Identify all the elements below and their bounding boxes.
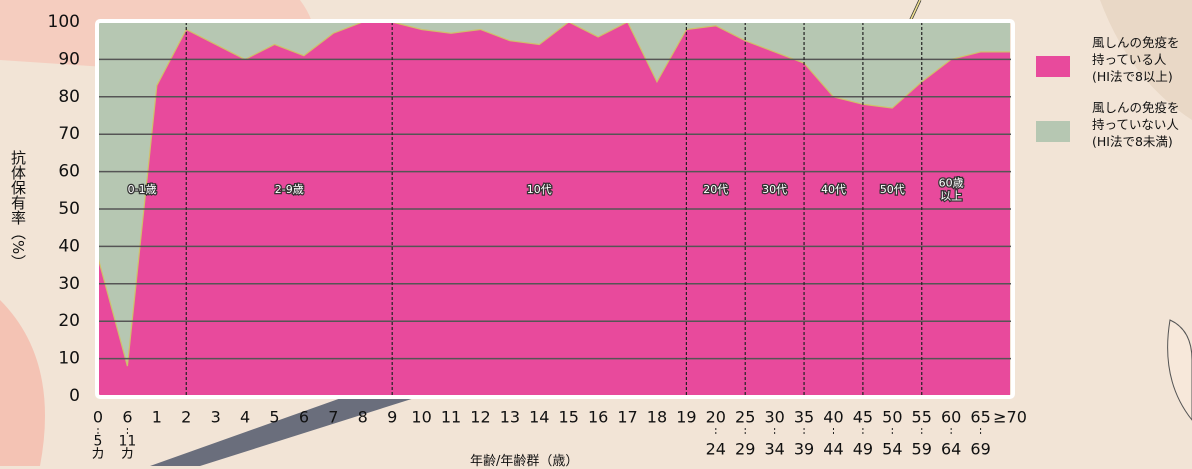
x-axis-label: 年齢/年齢群（歳）: [470, 450, 578, 469]
group-label: 50代: [880, 183, 905, 196]
x-tick-label: 6: [299, 408, 309, 427]
legend-item: 風しんの免疫を 持っている人 (HI法で8以上): [1036, 34, 1192, 85]
x-tick-label: 16: [588, 408, 608, 427]
x-tick-label: 5: [269, 408, 279, 427]
x-tick-sublabel: 64: [941, 440, 961, 459]
x-tick-label: 3: [211, 408, 221, 427]
x-tick-label: 18: [647, 408, 667, 427]
x-tick-sublabel: 24: [706, 440, 726, 459]
x-tick-label: 40: [823, 408, 843, 427]
x-tick-label: 35: [794, 408, 814, 427]
x-tick-label: 19: [676, 408, 696, 427]
legend-swatch: [1036, 56, 1070, 77]
x-tick-label: 1: [152, 408, 162, 427]
background-art: [1168, 320, 1192, 420]
legend: 風しんの免疫を 持っている人 (HI法で8以上) 風しんの免疫を 持っていない人 …: [1036, 34, 1192, 164]
x-tick-label: 60: [941, 408, 961, 427]
group-label: 20代: [703, 183, 728, 196]
x-tick-sublabel: 29: [735, 440, 755, 459]
x-tick-sublabel: 49: [853, 440, 873, 459]
x-tick-sublabel: 54: [882, 440, 902, 459]
x-tick-label: 8: [358, 408, 368, 427]
x-tick-label: 55: [912, 408, 932, 427]
x-tick-label: 30: [764, 408, 784, 427]
group-label: 40代: [821, 183, 846, 196]
x-tick-sublabel: 44: [823, 440, 843, 459]
x-tick-label: 9: [387, 408, 397, 427]
page: {"chart_data":{"type":"stacked-area", "y…: [0, 0, 1192, 466]
x-tick-label: ≥70: [993, 408, 1027, 427]
x-tick-label: 50: [882, 408, 902, 427]
x-tick-label: 14: [529, 408, 549, 427]
y-tick-label: 10: [58, 349, 80, 369]
y-tick-label: 30: [58, 274, 80, 294]
x-tick-label: 25: [735, 408, 755, 427]
legend-swatch: [1036, 121, 1070, 142]
x-tick-label: 7: [328, 408, 338, 427]
background-art: [0, 300, 45, 466]
y-tick-label: 60: [58, 162, 80, 182]
x-tick-label: 17: [617, 408, 637, 427]
x-tick-label: 45: [853, 408, 873, 427]
y-tick-label: 90: [58, 49, 80, 69]
x-tick-label: 15: [559, 408, 579, 427]
group-label: 30代: [762, 183, 787, 196]
y-tick-label: 40: [58, 236, 80, 256]
x-tick-label: 11: [441, 408, 461, 427]
x-tick-sublabel: 34: [764, 440, 784, 459]
group-label: 0-1歳: [128, 183, 157, 196]
x-tick-label: 0: [93, 408, 103, 427]
legend-label: 風しんの免疫を 持っていない人 (HI法で8未満): [1092, 99, 1180, 150]
y-tick-label: 70: [58, 124, 80, 144]
chart: 0-1歳2-9歳10代20代30代40代50代60歳以上 01020304050…: [0, 0, 1192, 466]
group-label: 60歳以上: [939, 177, 964, 203]
x-tick-sublabel: 39: [794, 440, 814, 459]
x-tick-label: 65: [970, 408, 990, 427]
x-tick-sublabel: 59: [912, 440, 932, 459]
x-tick-label: 20: [706, 408, 726, 427]
y-tick-label: 50: [58, 199, 80, 219]
y-axis-label: 抗体保有率（%）: [8, 150, 29, 269]
x-tick-label: 2: [181, 408, 191, 427]
x-tick-sublabel: 69: [970, 440, 990, 459]
y-tick-label: 80: [58, 87, 80, 107]
group-label: 10代: [527, 183, 552, 196]
y-tick-label: 0: [69, 386, 80, 406]
y-tick-label: 100: [48, 12, 80, 32]
x-tick-label: 6: [122, 408, 132, 427]
x-tick-label: 12: [470, 408, 490, 427]
x-tick-label: 10: [411, 408, 431, 427]
y-tick-label: 20: [58, 311, 80, 331]
legend-item: 風しんの免疫を 持っていない人 (HI法で8未満): [1036, 99, 1192, 150]
group-label: 2-9歳: [275, 183, 304, 196]
legend-label: 風しんの免疫を 持っている人 (HI法で8以上): [1092, 34, 1180, 85]
x-tick-label: 13: [500, 408, 520, 427]
x-tick-label: 4: [240, 408, 250, 427]
